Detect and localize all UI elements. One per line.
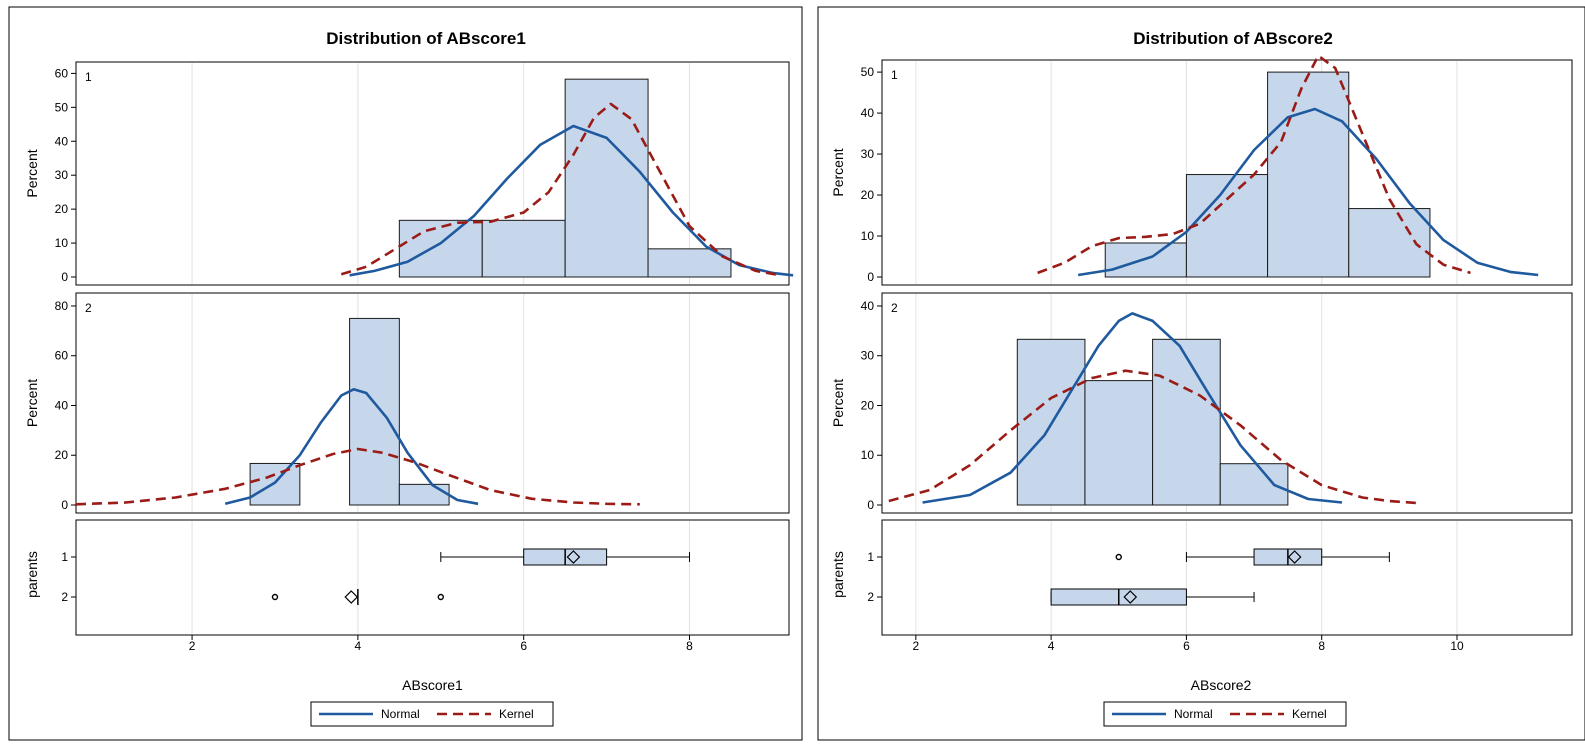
figure-frame (8, 6, 803, 741)
y-tick-label: 30 (861, 147, 875, 161)
outlier-point (271, 593, 279, 601)
mean-marker (1287, 550, 1302, 564)
y-axis-label: Percent (24, 379, 40, 427)
y-tick-label: 20 (861, 188, 875, 202)
y-tick-label: 10 (55, 236, 69, 250)
y-tick-label: 30 (55, 168, 69, 182)
outlier-point (1115, 553, 1122, 561)
histogram-bar (1219, 463, 1289, 506)
kernel-curve (1037, 54, 1471, 275)
chart-title: Distribution of ABscore1 (326, 29, 526, 48)
legend-normal-label: Normal (381, 707, 420, 721)
y-tick-label: 40 (861, 299, 875, 313)
y-tick-label: 20 (55, 202, 69, 216)
y-tick-label: 30 (861, 349, 875, 363)
figure-1: Distribution of ABscore110102030405060Pe… (8, 6, 803, 741)
histogram-bar (398, 219, 483, 278)
panel-frame (75, 292, 790, 514)
panel-label: 2 (85, 301, 92, 315)
y-tick-label: 40 (55, 398, 69, 412)
y-tick-label: 40 (55, 134, 69, 148)
y-tick-label: 0 (867, 498, 874, 512)
mean-marker (344, 590, 359, 604)
y-tick-label: 80 (55, 299, 69, 313)
panel-label: 1 (85, 70, 92, 84)
histogram-bar (1084, 380, 1154, 506)
y-tick-label: 0 (61, 498, 68, 512)
y-tick-label: 50 (861, 65, 875, 79)
x-tick-label: 2 (189, 639, 196, 653)
legend-normal-label: Normal (1174, 707, 1213, 721)
histogram-bar (249, 462, 301, 506)
chart-title: Distribution of ABscore2 (1133, 29, 1333, 48)
x-tick-label: 2 (912, 639, 919, 653)
y-axis-label: Percent (830, 379, 846, 427)
histogram-bar (398, 483, 450, 506)
y-tick-label: 40 (861, 106, 875, 120)
figure-frame (817, 6, 1585, 741)
x-axis-label: ABscore2 (1191, 677, 1252, 693)
boxplot-panel: 1 2 parents (24, 519, 790, 636)
histogram-bar (564, 78, 649, 278)
figure-2: Distribution of ABscore2101020304050Perc… (817, 6, 1585, 741)
normal-curve (1077, 107, 1539, 277)
y-tick-label: 2 (867, 590, 874, 604)
y-axis-label: parents (830, 551, 846, 598)
mean-marker (566, 550, 581, 564)
mean-marker (1123, 590, 1138, 604)
y-tick-label: 1 (867, 550, 874, 564)
y-tick-label: 20 (861, 398, 875, 412)
histogram-bar (1185, 174, 1269, 278)
y-axis-label: Percent (830, 148, 846, 196)
histogram-bar (1152, 338, 1221, 506)
y-tick-label: 10 (861, 229, 875, 243)
y-tick-label: 0 (867, 270, 874, 284)
x-tick-label: 6 (1183, 639, 1190, 653)
panel-frame (75, 519, 790, 636)
histogram-bar (1348, 208, 1431, 278)
y-axis-label: parents (24, 551, 40, 598)
legend-kernel-label: Kernel (1292, 707, 1327, 721)
boxplot-panel: 1 2 parents (830, 519, 1573, 636)
y-axis-label: Percent (24, 149, 40, 197)
panel-frame (881, 519, 1573, 636)
legend: Normal Kernel (1103, 701, 1347, 727)
histogram-bar (481, 219, 566, 278)
y-tick-label: 2 (61, 590, 68, 604)
x-tick-label: 10 (1450, 639, 1464, 653)
y-tick-label: 60 (55, 349, 69, 363)
y-tick-label: 0 (61, 270, 68, 284)
outlier-point (437, 593, 444, 601)
x-tick-label: 8 (686, 639, 693, 653)
y-tick-label: 50 (55, 100, 69, 114)
x-tick-label: 8 (1318, 639, 1325, 653)
histogram-bar (349, 317, 400, 506)
kernel-curve (888, 369, 1417, 505)
y-tick-label: 10 (861, 448, 875, 462)
legend-kernel-label: Kernel (499, 707, 534, 721)
y-tick-label: 20 (55, 448, 69, 462)
y-tick-label: 60 (55, 66, 69, 80)
x-tick-label: 4 (355, 639, 362, 653)
x-tick-label: 4 (1048, 639, 1055, 653)
kernel-curve (340, 102, 781, 277)
histogram-bar (1267, 71, 1350, 278)
x-axis-label: ABscore1 (402, 677, 463, 693)
panel-label: 1 (891, 68, 898, 82)
normal-curve (224, 388, 479, 506)
normal-curve (922, 312, 1343, 504)
legend: Normal Kernel (310, 701, 554, 727)
x-tick-label: 6 (520, 639, 527, 653)
panel-label: 2 (891, 301, 898, 315)
y-tick-label: 1 (61, 550, 68, 564)
